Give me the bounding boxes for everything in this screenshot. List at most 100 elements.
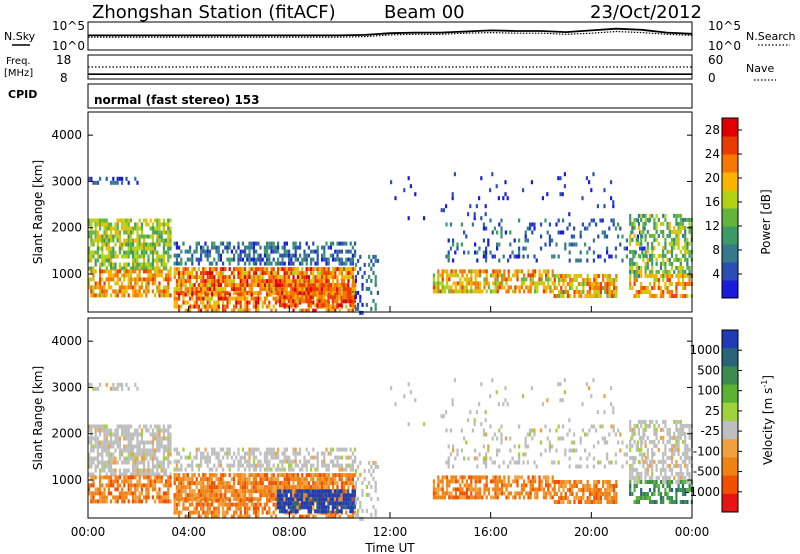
velocity-cell-286 [154,448,157,453]
velocity-cell-1253 [327,473,330,478]
velocity-cell-406 [110,475,113,480]
velocity-cell-665 [248,455,251,460]
power-cell-2316 [604,274,607,278]
velocity-cell-199 [134,444,137,449]
power-cell-761 [303,257,306,262]
velocity-cell-734 [285,459,288,464]
power-cell-2497 [668,241,671,246]
power-cell-1382 [206,308,209,313]
power-cell-2504 [670,237,674,242]
velocity-cell-2027 [551,495,554,500]
power-cell-2272 [582,278,585,282]
velocity-cell-1475 [268,506,271,511]
power-cell-954 [217,275,220,280]
velocity-cell-1367 [200,498,203,503]
velocity-cell-189 [132,444,135,449]
velocity-cell-20 [92,424,95,429]
velocity-cell-1149 [290,477,293,482]
power-cell-1757 [354,274,357,279]
power-cell-763 [305,253,308,258]
power-cell-1218 [314,279,317,284]
power-cell-2495 [668,229,671,234]
velocity-cell-1339 [178,510,181,515]
velocity-cell-1168 [296,481,299,486]
velocity-cell-1960 [514,491,517,496]
velocity-cell-863 [184,473,187,478]
power-cell-2071 [493,254,496,259]
velocity-cell-1763 [357,476,360,481]
velocity-cell-250 [145,448,148,453]
power-cell-478 [140,281,143,286]
power-cell-595 [200,245,203,250]
velocity-cell-1381 [206,510,209,515]
velocity-cell-922 [206,481,209,486]
power-cell-2734 [590,188,593,193]
velocity-cell-1828 [443,491,446,496]
power-cell-1367 [200,292,203,297]
power-cell-1425 [235,296,238,301]
velocity-cell-2144 [573,432,576,437]
power-cell-2697 [442,208,445,213]
velocity-cell-1825 [441,491,444,496]
velocity-cell-1692 [325,493,328,498]
power-cell-2056 [482,238,485,243]
power-cell-2653 [668,274,671,278]
power-cell-2411 [644,253,647,258]
velocity-cell-570 [178,451,181,456]
velocity-cell-1724 [340,489,343,494]
power-cell-2108 [531,222,534,227]
velocity-cell-1972 [520,491,523,496]
power-cell-493 [147,281,150,286]
power-cell-1088 [268,275,271,280]
velocity-cell-495 [147,495,150,500]
power-cell-138 [118,262,121,267]
velocity-cell-1924 [494,483,497,488]
velocity-cell-1935 [498,479,501,484]
velocity-cell-1002 [237,473,240,478]
velocity-cell-338 [165,472,168,477]
power-cell-829 [351,261,354,266]
velocity-cell-2043 [460,448,463,453]
power-cell-2189 [617,222,620,227]
power-cell-2192 [619,242,622,247]
power-cell-104 [110,258,113,263]
power-cell-753 [299,241,302,246]
velocity-cell-836 [173,493,176,498]
velocity-cell-90 [107,448,110,453]
velocity-cell-104 [110,464,113,469]
velocity-cell-1593 [278,509,282,514]
power-cell-959 [219,267,222,272]
power-cell-921 [206,271,209,276]
velocity-cell-773 [312,463,315,468]
power-cell-82 [105,246,108,251]
power-cell-2420 [646,257,649,262]
velocity-cell-873 [186,493,189,498]
power-cell-898 [197,275,200,280]
velocity-cell-1662 [311,501,315,506]
power-cell-481 [143,269,146,274]
power-cell-1947 [505,281,508,286]
velocity-cell-1388 [211,510,214,515]
power-cell-1930 [496,277,499,282]
power-cell-705 [270,241,273,246]
velocity-cell-491 [147,479,150,484]
velocity-cell-12 [90,436,93,441]
power-cell-2732 [585,176,588,181]
power-cell-2166 [592,258,595,263]
power-cell-2103 [526,226,529,231]
velocity-cell-1221 [316,473,319,478]
velocity-cell-795 [329,451,332,456]
velocity-cell-1769 [359,500,362,505]
power-cell-1235 [321,271,324,276]
power-cell-1181 [301,279,304,284]
power-cell-2300 [595,282,598,286]
velocity-cell-2085 [509,436,512,441]
velocity-cell-620 [217,451,220,456]
power-cell-108 [112,234,115,239]
power-cell-246 [143,266,146,271]
velocity-cell-777 [316,455,319,460]
velocity-cell-1330 [173,498,176,503]
power-cell-2522 [675,229,678,234]
power-cell-1332 [173,300,176,305]
velocity-cell-1358 [193,510,196,515]
